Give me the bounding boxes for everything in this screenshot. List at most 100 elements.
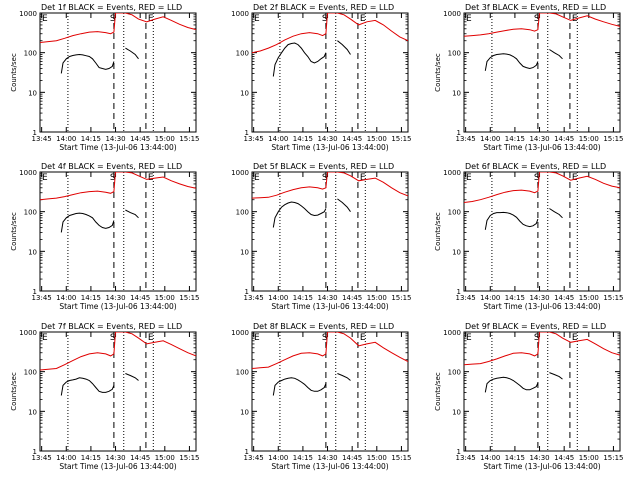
x-tick-label: 15:00	[579, 294, 599, 302]
y-tick-label: 10	[28, 408, 37, 416]
x-tick-label: 13:45	[244, 294, 264, 302]
detector-panel: Det 3f BLACK = Events, RED = LLD 1 10 100 10…	[434, 3, 624, 152]
x-tick-label: 15:15	[179, 294, 199, 302]
y-tick-label: 1	[457, 129, 461, 137]
x-tick-label: 14:30	[105, 294, 125, 302]
events-series-line	[60, 373, 139, 396]
y-axis-label: Counts/sec	[434, 212, 442, 251]
lld-series-line	[40, 332, 196, 371]
plot-frame	[39, 331, 197, 452]
x-tick-label: 14:00	[480, 454, 500, 462]
events-series-line	[60, 47, 139, 74]
y-tick-label: 10	[240, 89, 249, 97]
plot-frame	[251, 12, 409, 133]
events-series-line	[484, 49, 563, 71]
x-tick-label: 14:45	[342, 454, 362, 462]
x-tick-label: 14:30	[529, 135, 549, 143]
y-tick-label: 10	[28, 89, 37, 97]
detector-panel: Det 8f BLACK = Events, RED = LLD 1 10 100 10…	[231, 322, 411, 471]
lld-series-line	[252, 13, 408, 54]
x-tick-label: 15:00	[155, 454, 175, 462]
x-tick-label: 14:45	[130, 454, 150, 462]
x-tick-label: 14:15	[81, 135, 101, 143]
x-tick-label: 14:30	[317, 135, 337, 143]
x-tick-label: 14:30	[105, 135, 125, 143]
y-tick-label: 10	[240, 248, 249, 256]
x-tick-label: 15:15	[391, 294, 411, 302]
x-tick-label: 14:00	[56, 135, 76, 143]
start-marker: S	[110, 14, 116, 24]
chart-title: Det 8f BLACK = Events, RED = LLD	[253, 322, 394, 331]
events-series-line	[484, 208, 563, 230]
x-tick-label: 14:45	[130, 294, 150, 302]
x-axis-label: Start Time (13-Jul-06 13:44:00)	[271, 462, 388, 471]
y-tick-label: 1	[457, 448, 461, 456]
x-tick-label: 15:00	[367, 454, 387, 462]
x-tick-label: 14:45	[342, 135, 362, 143]
x-tick-label: 14:45	[554, 135, 574, 143]
y-tick-label: 10	[452, 89, 461, 97]
chart-title: Det 3f BLACK = Events, RED = LLD	[465, 3, 606, 12]
y-tick-label: 1	[245, 129, 249, 137]
x-axis-label: Start Time (13-Jul-06 13:44:00)	[59, 302, 176, 311]
end-marker: E	[572, 333, 578, 343]
x-tick-label: 13:45	[32, 135, 52, 143]
chart-title: Det 9f BLACK = Events, RED = LLD	[465, 322, 606, 331]
lld-series-line	[464, 332, 620, 366]
detector-panel: Det 1f BLACK = Events, RED = LLD 1 10 100 10…	[10, 3, 200, 152]
start-marker: S	[534, 173, 540, 183]
x-tick-label: 13:45	[32, 294, 52, 302]
plot-frame	[39, 12, 197, 133]
y-tick-label: 10	[28, 248, 37, 256]
lld-series-line	[40, 172, 196, 201]
y-tick-label: 1	[245, 288, 249, 296]
x-tick-label: 15:15	[603, 135, 623, 143]
end-marker: E	[360, 333, 366, 343]
events-series-line	[272, 40, 351, 77]
x-tick-label: 14:15	[505, 294, 525, 302]
x-tick-label: 15:15	[391, 454, 411, 462]
x-axis-label: Start Time (13-Jul-06 13:44:00)	[483, 302, 600, 311]
plot-frame	[463, 12, 621, 133]
lld-series-line	[464, 172, 620, 203]
chart-title: Det 7f BLACK = Events, RED = LLD	[41, 322, 182, 331]
y-tick-label: 10	[452, 248, 461, 256]
x-tick-label: 14:30	[529, 294, 549, 302]
y-tick-label: 100	[236, 369, 249, 377]
y-tick-label: 100	[24, 50, 37, 58]
x-tick-label: 14:15	[505, 135, 525, 143]
x-tick-label: 15:00	[579, 454, 599, 462]
y-axis-label: Counts/sec	[10, 53, 18, 92]
detector-panel: Det 5f BLACK = Events, RED = LLD 1 10 100 10…	[231, 162, 411, 311]
lld-series-line	[40, 13, 196, 43]
events-series-line	[272, 373, 351, 396]
x-tick-label: 13:45	[456, 294, 476, 302]
y-tick-label: 1000	[443, 169, 461, 177]
end-marker: E	[466, 14, 472, 24]
x-axis-label: Start Time (13-Jul-06 13:44:00)	[271, 143, 388, 152]
x-tick-label: 14:15	[505, 454, 525, 462]
y-tick-label: 10	[240, 408, 249, 416]
y-tick-label: 100	[24, 369, 37, 377]
end-marker: E	[572, 173, 578, 183]
y-tick-label: 100	[448, 50, 461, 58]
x-tick-label: 14:15	[81, 294, 101, 302]
end-marker: E	[254, 333, 260, 343]
start-marker: S	[534, 333, 540, 343]
y-axis-label: Counts/sec	[434, 372, 442, 411]
lld-series-line	[252, 332, 408, 369]
start-marker: S	[534, 14, 540, 24]
x-tick-label: 14:00	[480, 135, 500, 143]
y-tick-label: 1000	[231, 329, 249, 337]
end-marker: E	[360, 14, 366, 24]
y-tick-label: 1	[245, 448, 249, 456]
x-axis-label: Start Time (13-Jul-06 13:44:00)	[483, 143, 600, 152]
events-series-line	[60, 209, 139, 233]
start-marker: S	[322, 173, 328, 183]
detector-panel: Det 6f BLACK = Events, RED = LLD 1 10 100 10…	[434, 162, 624, 311]
x-tick-label: 14:00	[56, 294, 76, 302]
x-tick-label: 15:15	[391, 135, 411, 143]
end-marker: E	[42, 173, 48, 183]
y-tick-label: 100	[236, 50, 249, 58]
